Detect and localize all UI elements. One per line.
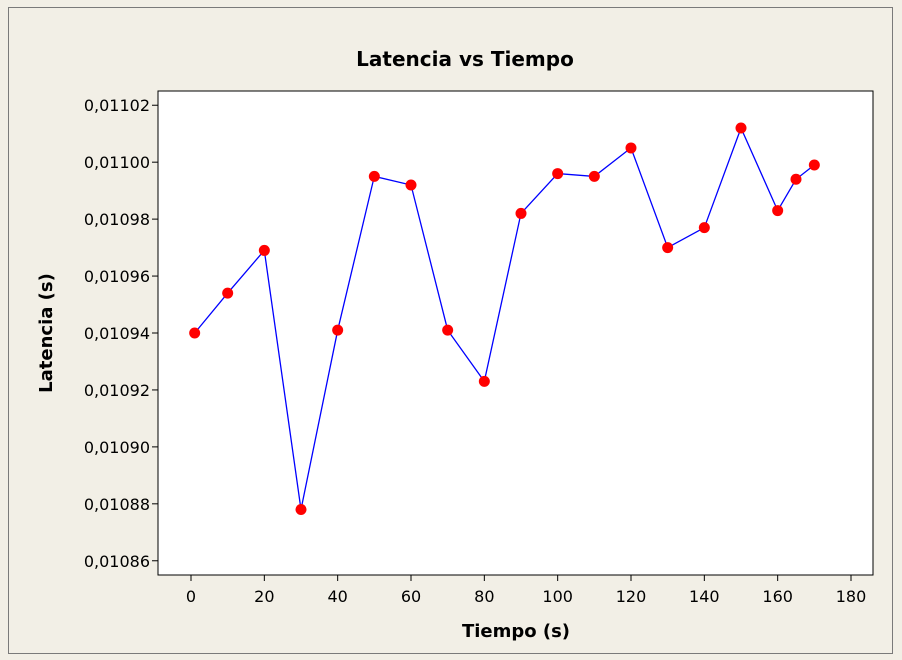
data-point [772,205,784,217]
y-tick-label: 0,01092 [84,381,150,400]
y-tick-label: 0,01088 [84,495,150,514]
data-point [808,159,820,171]
y-tick-label: 0,01098 [84,210,150,229]
x-tick-label: 140 [689,587,720,606]
y-axis-ticks: 0,01086 0,01088 0,01090 0,01092 0,01094 0,010… [84,96,158,571]
data-point [662,242,674,254]
x-tick-label: 40 [327,587,347,606]
y-tick-label: 0,01096 [84,267,150,286]
x-tick-label: 20 [254,587,274,606]
data-point [332,324,344,336]
data-point [368,170,380,182]
y-tick-label: 0,01090 [84,438,150,457]
y-tick-label: 0,01100 [84,153,150,172]
x-axis-ticks: 0 20 40 60 80 100 120 140 160 180 [186,575,866,606]
y-tick-label: 0,01086 [84,552,150,571]
x-tick-label: 120 [616,587,647,606]
data-markers [189,122,820,516]
y-tick-label: 0,01094 [84,324,150,343]
data-point [698,222,710,234]
data-point [790,173,802,185]
data-point [735,122,747,134]
data-point [552,168,564,180]
plot-area [157,90,874,576]
x-tick-label: 160 [762,587,793,606]
x-tick-label: 100 [542,587,573,606]
data-point [588,170,600,182]
data-point [515,207,527,219]
y-tick-label: 0,01102 [84,96,150,115]
data-point [295,504,307,516]
y-axis-label: Latencia (s) [36,273,57,393]
chart-frame-border [8,7,893,654]
chart-title: Latencia vs Tiempo [356,47,574,71]
data-point [442,324,454,336]
data-point [625,142,637,154]
data-point [222,287,234,299]
data-point [189,327,201,339]
x-tick-label: 0 [186,587,196,606]
x-axis-label: Tiempo (s) [462,621,570,642]
x-tick-label: 60 [401,587,421,606]
x-tick-label: 80 [474,587,494,606]
data-point [405,179,417,191]
data-point [478,375,490,387]
data-point [258,244,270,256]
x-tick-label: 180 [836,587,867,606]
